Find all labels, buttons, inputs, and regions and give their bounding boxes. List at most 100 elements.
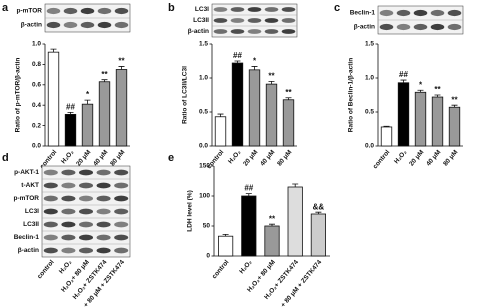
blot-band — [247, 18, 262, 23]
blot-band — [61, 247, 76, 254]
blot-band — [80, 7, 95, 15]
blot-band — [96, 221, 111, 228]
significance-label: ** — [118, 57, 125, 66]
blot-band — [114, 195, 129, 202]
error-bar — [434, 94, 441, 98]
blot-band — [96, 234, 111, 241]
blot-label: LC3I — [195, 6, 209, 13]
error-bar — [251, 66, 258, 70]
blot-band — [43, 169, 58, 176]
blot-band — [80, 21, 95, 29]
significance-label: && — [313, 202, 325, 211]
y-tick-label: 0.2 — [32, 122, 41, 129]
blot-band — [114, 21, 129, 29]
significance-label: ** — [268, 72, 275, 81]
blot-band — [264, 29, 279, 34]
significance-label: ** — [434, 85, 441, 94]
error-bar — [101, 79, 108, 82]
significance-label: * — [419, 80, 423, 89]
error-bar — [50, 48, 57, 53]
blot-label: p-AKT-1 — [14, 169, 39, 176]
blot-band — [413, 23, 428, 31]
blot-band — [96, 208, 111, 215]
significance-label: ## — [233, 51, 242, 60]
blot-band — [430, 23, 445, 31]
x-tick-label: 80 μM — [442, 149, 459, 168]
bar — [64, 113, 77, 147]
blot-band — [96, 169, 111, 176]
error-bar — [269, 223, 275, 226]
blot-band — [230, 29, 245, 34]
blot-label: LC3II — [193, 17, 209, 24]
y-tick-label: 0.4 — [32, 102, 41, 109]
y-tick-label: 0.0 — [199, 143, 208, 150]
error-bar — [315, 211, 322, 214]
blot-band — [78, 208, 94, 215]
bar — [248, 69, 261, 147]
panel-letter: c — [334, 2, 340, 14]
y-tick-label: 1.0 — [199, 75, 208, 82]
blot-band — [78, 247, 94, 254]
blot-band — [61, 234, 76, 241]
blot-band — [78, 169, 94, 176]
blot-band — [379, 23, 394, 31]
blot-band — [61, 208, 76, 215]
error-bar — [67, 111, 74, 115]
error-bar — [383, 125, 390, 127]
blot-label: β-actin — [21, 22, 42, 29]
blot-band — [114, 208, 129, 215]
blot-band — [213, 7, 228, 12]
bar — [241, 195, 257, 257]
blot-band — [247, 29, 262, 34]
x-tick-label: 80 μM — [276, 149, 293, 168]
blot-band — [230, 7, 245, 12]
blot-band — [247, 7, 262, 12]
bar — [81, 103, 94, 147]
blot-band — [230, 18, 245, 23]
y-tick-label: 0 — [206, 253, 210, 260]
x-tick-label: 20 μM — [408, 149, 425, 168]
blot-label: p-mTOR — [16, 8, 42, 15]
x-tick-label: control — [372, 149, 392, 171]
blot-band — [281, 29, 296, 34]
significance-label: ** — [451, 95, 458, 104]
blot-band — [78, 221, 94, 228]
y-tick-label: 0.8 — [32, 61, 41, 68]
y-axis-label: Ratio of p-mTOR/β-actin — [15, 58, 22, 133]
blot-band — [96, 247, 111, 254]
blot-band — [447, 9, 462, 17]
y-tick-label: 0.0 — [32, 143, 41, 150]
blot-band — [114, 169, 129, 176]
blot-band — [61, 182, 76, 189]
y-tick-label: 150 — [199, 163, 210, 170]
x-tick-label: 40 μM — [259, 149, 276, 168]
blot-band — [379, 9, 394, 17]
blot-band — [43, 221, 58, 228]
y-tick-label: 1.0 — [32, 41, 41, 48]
x-tick-label: control — [36, 259, 56, 281]
significance-label: ** — [101, 70, 108, 79]
y-axis-label: Ratio of LC3II/LC3I — [182, 66, 189, 124]
blot-label: p-mTOR — [13, 195, 39, 202]
bar — [214, 116, 227, 147]
blot-label: Beclin-1 — [350, 10, 376, 17]
y-tick-label: 1.5 — [365, 41, 374, 48]
blot-band — [46, 21, 61, 29]
blot-band — [43, 195, 58, 202]
significance-label: * — [86, 90, 90, 99]
blot-band — [43, 247, 58, 254]
error-bar — [118, 66, 125, 70]
blot-label: LC3II — [23, 221, 39, 228]
blot-band — [264, 7, 279, 12]
error-bar — [234, 60, 241, 64]
blot-band — [114, 7, 129, 15]
y-tick-label: 0.0 — [365, 143, 374, 150]
blot-label: β-actin — [354, 24, 375, 31]
x-tick-label: 40 μM — [425, 149, 442, 168]
blot-band — [281, 18, 296, 23]
bar — [431, 96, 444, 147]
y-tick-label: 50 — [203, 223, 211, 230]
blot-band — [413, 9, 428, 17]
blot-band — [61, 195, 76, 202]
